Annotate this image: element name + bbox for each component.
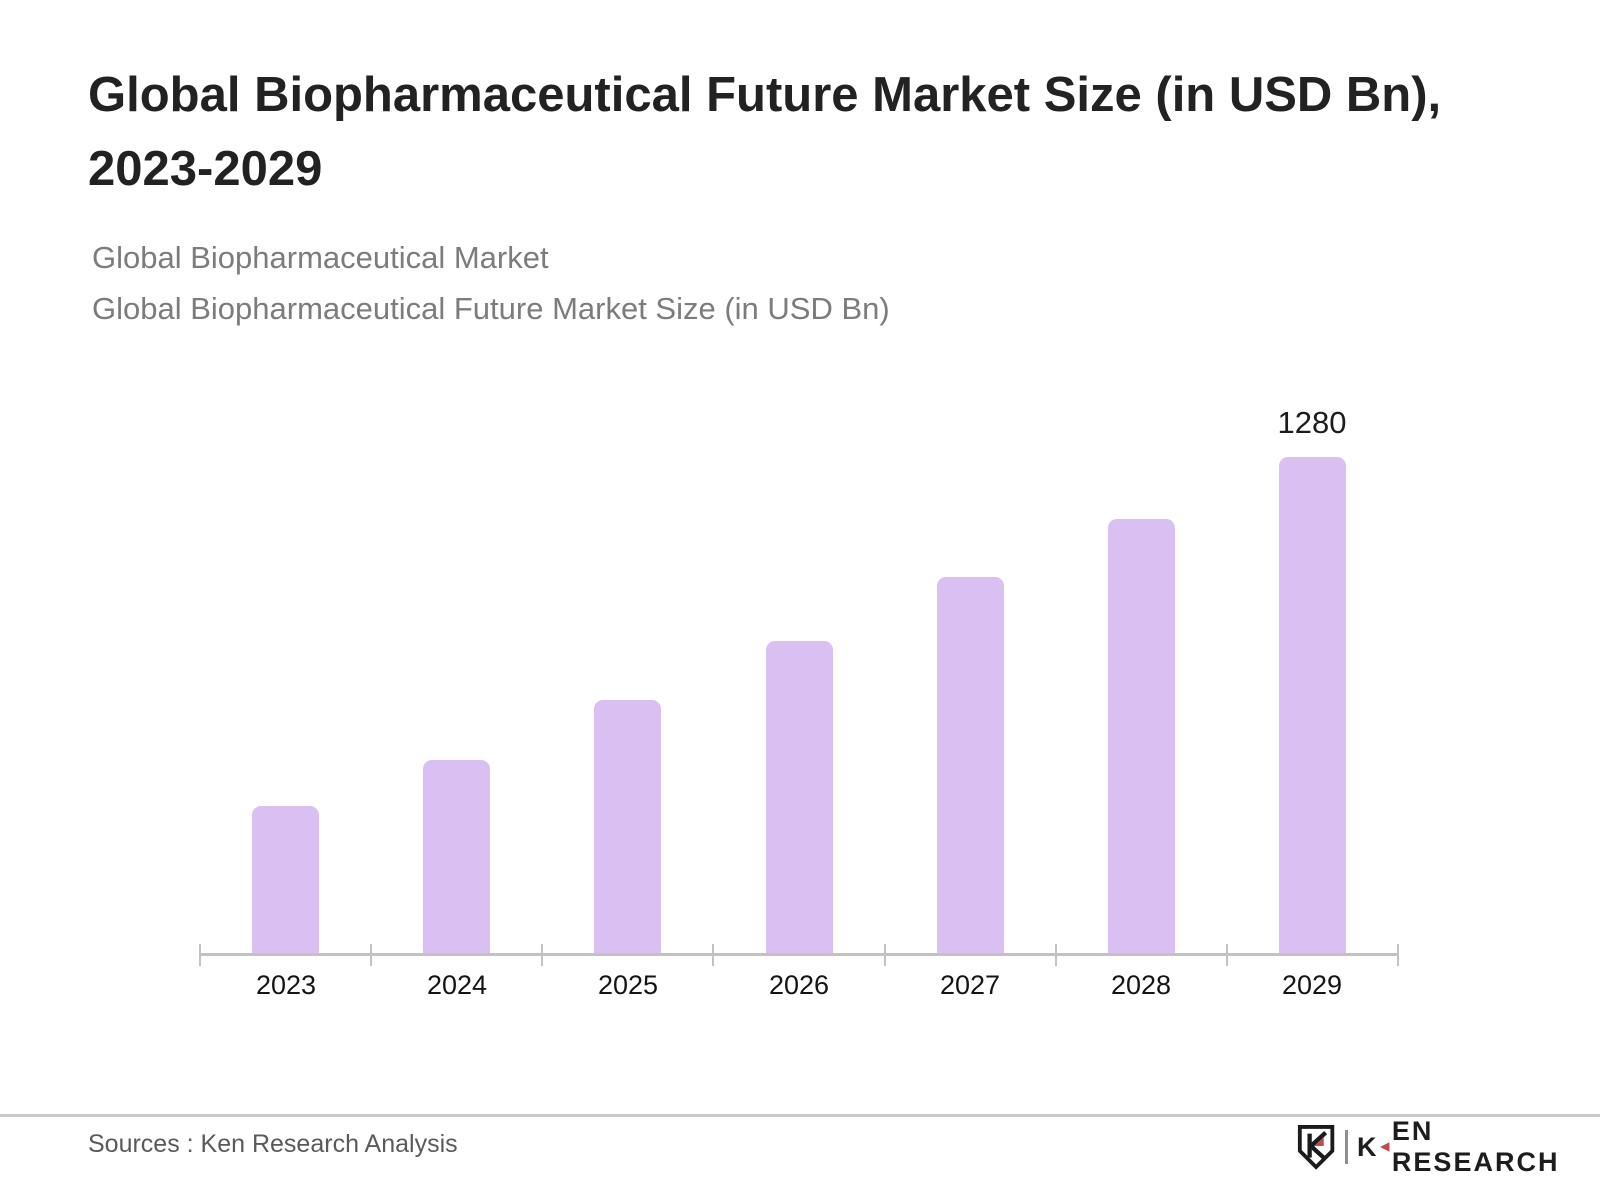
source-text: Sources : Ken Research Analysis <box>88 1130 458 1158</box>
red-triangle-icon <box>1379 1142 1390 1152</box>
x-axis-tick <box>1397 944 1399 966</box>
x-axis-ticks <box>199 944 1400 966</box>
x-axis-label-2027: 2027 <box>939 970 1001 1000</box>
title-line-1: Global Biopharmaceutical Future Market S… <box>88 68 1442 122</box>
page-title: Global Biopharmaceutical Future Market S… <box>88 58 1441 206</box>
x-axis-tick <box>199 944 201 966</box>
bar-2023 <box>252 806 319 954</box>
ken-research-logo: K EN RESEARCH <box>1296 1116 1600 1177</box>
x-axis-label-2024: 2024 <box>426 970 488 1000</box>
subtitle-line-1: Global Biopharmaceutical Market <box>92 240 549 275</box>
x-axis-label-2028: 2028 <box>1110 970 1172 1000</box>
x-axis-labels: 2023 2024 2025 2026 2027 2028 2029 <box>200 970 1398 1010</box>
bar-2029 <box>1279 457 1346 954</box>
subtitle-line-2: Global Biopharmaceutical Future Market S… <box>92 291 890 326</box>
x-axis-tick <box>370 944 372 966</box>
x-axis-label-2029: 2029 <box>1281 970 1343 1000</box>
bar-value-label-2029: 1280 <box>1277 405 1347 440</box>
x-axis-tick <box>712 944 714 966</box>
logo-letter-k: K <box>1357 1131 1379 1162</box>
x-axis-label-2025: 2025 <box>597 970 659 1000</box>
x-axis-tick <box>541 944 543 966</box>
footer-divider <box>0 1114 1600 1117</box>
bar-2025 <box>594 700 661 954</box>
title-line-2: 2023-2029 <box>88 142 323 196</box>
chart-subtitle: Global Biopharmaceutical Market Global B… <box>92 232 890 334</box>
logo-wordmark: K EN RESEARCH <box>1357 1116 1600 1178</box>
x-axis-label-2026: 2026 <box>768 970 830 1000</box>
x-axis-tick <box>1055 944 1057 966</box>
bar-2024 <box>423 760 490 954</box>
x-axis-label-2023: 2023 <box>255 970 317 1000</box>
logo-text: EN RESEARCH <box>1391 1116 1560 1177</box>
x-axis-line <box>200 953 1398 956</box>
plot-area: 1280 <box>200 405 1398 955</box>
x-axis-tick <box>1226 944 1228 966</box>
logo-divider <box>1345 1130 1349 1164</box>
bar-2027 <box>937 577 1004 954</box>
bar-2026 <box>766 641 833 954</box>
bar-2028 <box>1108 519 1175 954</box>
x-axis-tick <box>884 944 886 966</box>
shield-k-icon <box>1297 1125 1335 1170</box>
